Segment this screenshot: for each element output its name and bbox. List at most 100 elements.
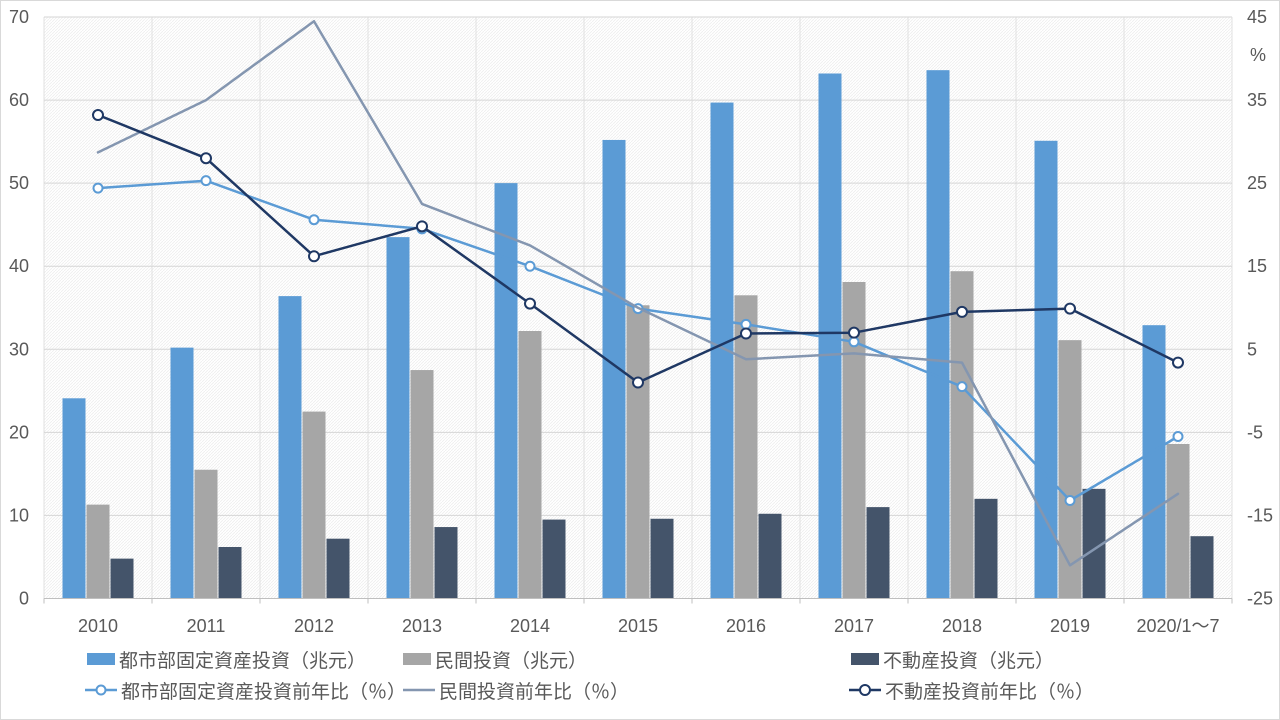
marker-series-2-cat-0 (92, 109, 104, 122)
bar-series-1-cat-6 (734, 295, 758, 599)
bar-series-0-cat-10 (1142, 325, 1166, 599)
marker-series-2-cat-10 (1172, 356, 1184, 369)
marker-series-2-cat-8 (956, 305, 968, 318)
bar-series-2-cat-10 (1190, 536, 1214, 599)
y-axis-right-tick-label: -25 (1247, 589, 1273, 609)
legend-swatch-real-estate-yoy-line (849, 684, 881, 696)
bar-series-1-cat-2 (302, 411, 326, 599)
legend-item-private-investment-yoy-line: 民間投資前年比（％） (403, 680, 629, 703)
y-axis-left-tick-label: 50 (9, 173, 29, 193)
legend-swatch-private-investment-yoy-line (403, 688, 435, 692)
marker-series-0-cat-9 (1064, 494, 1076, 506)
marker-series-2-cat-1 (200, 152, 212, 165)
x-axis-category-label: 2015 (618, 616, 658, 636)
y-axis-right-tick-label: 45 (1247, 7, 1267, 27)
bar-series-0-cat-7 (818, 73, 842, 599)
legend-item-urban-fai-bar: 都市部固定資産投資（兆元） (87, 649, 366, 672)
marker-series-2-cat-7 (848, 326, 860, 339)
bar-series-1-cat-4 (518, 331, 542, 599)
line-series-1 (96, 19, 1180, 567)
legend-label-urban-fai-yoy-line: 都市部固定資産投資前年比（％） (121, 681, 407, 703)
y-axis-right-unit-label: % (1250, 45, 1266, 65)
bar-series-0-cat-4 (494, 183, 518, 599)
marker-series-2-cat-6 (740, 327, 752, 340)
legend-swatch-real-estate-bar (851, 653, 879, 665)
y-axis-right-tick-label: -5 (1247, 422, 1263, 442)
bar-series-1-cat-3 (410, 370, 434, 599)
bar-series-1-cat-10 (1166, 443, 1190, 599)
y-axis-left-tick-label: 70 (9, 7, 29, 27)
legend-item-urban-fai-yoy-line: 都市部固定資産投資前年比（％） (85, 680, 406, 703)
marker-series-2-cat-2 (308, 250, 320, 263)
x-axis-category-label: 2010 (78, 616, 118, 636)
bar-series-2-cat-4 (542, 519, 566, 599)
y-axis-left-tick-label: 0 (19, 589, 29, 609)
bar-series-0-cat-9 (1034, 140, 1058, 599)
marker-series-0-cat-8 (956, 381, 968, 393)
bar-series-1-cat-8 (950, 271, 974, 599)
x-axis-category-label: 2012 (294, 616, 334, 636)
x-axis-category-label: 2017 (834, 616, 874, 636)
y-axis-right-tick-label: 35 (1247, 90, 1267, 110)
bar-series-0-cat-1 (170, 347, 194, 599)
x-axis-category-label: 2011 (187, 616, 226, 636)
y-axis-left-tick-label: 60 (9, 90, 29, 110)
legend-label-real-estate-bar: 不動産投資（兆元） (883, 650, 1055, 672)
bar-series-2-cat-3 (434, 527, 458, 599)
x-axis-category-label: 2019 (1050, 616, 1090, 636)
legend-item-real-estate-yoy-line: 不動産投資前年比（％） (849, 680, 1094, 703)
bar-series-0-cat-8 (926, 70, 950, 599)
x-axis-category-label: 2014 (510, 616, 550, 636)
legend-swatch-urban-fai-bar (87, 653, 115, 665)
bar-series-0-cat-5 (602, 139, 626, 599)
bar-series-0-cat-0 (62, 398, 86, 599)
y-axis-right-tick-label: -15 (1247, 505, 1273, 525)
marker-series-0-cat-10 (1172, 431, 1184, 443)
marker-series-2-cat-4 (524, 297, 536, 310)
y-axis-left-tick-label: 30 (9, 339, 29, 359)
legend-label-private-investment-bar: 民間投資（兆元） (435, 650, 588, 672)
legend-label-real-estate-yoy-line: 不動産投資前年比（％） (885, 681, 1095, 703)
x-axis-category-label: 2013 (402, 616, 442, 636)
marker-series-0-cat-4 (524, 260, 536, 272)
bar-series-0-cat-6 (710, 102, 734, 599)
legend-item-private-investment-bar: 民間投資（兆元） (403, 649, 587, 672)
marker-series-2-cat-5 (632, 376, 644, 389)
y-axis-left-tick-label: 20 (9, 422, 29, 442)
legend-swatch-private-investment-bar (403, 653, 431, 665)
marker-series-0-cat-0 (92, 182, 104, 194)
y-axis-left-tick-label: 10 (9, 505, 29, 525)
y-axis-right-tick-label: 25 (1247, 173, 1267, 193)
bar-series-2-cat-5 (650, 518, 674, 599)
bar-series-1-cat-1 (194, 469, 218, 599)
bar-series-2-cat-0 (110, 558, 134, 599)
marker-series-2-cat-3 (416, 220, 428, 233)
bar-series-2-cat-9 (1082, 488, 1106, 599)
bar-series-2-cat-7 (866, 507, 890, 599)
marker-series-0-cat-2 (308, 214, 320, 226)
bar-series-2-cat-6 (758, 513, 782, 599)
bar-series-2-cat-1 (218, 546, 242, 599)
y-axis-right-tick-label: 15 (1247, 256, 1267, 276)
bar-series-0-cat-2 (278, 296, 302, 599)
marker-series-0-cat-1 (200, 175, 212, 187)
bar-series-1-cat-5 (626, 305, 650, 599)
bar-series-1-cat-7 (842, 281, 866, 599)
legend-swatch-urban-fai-yoy-line (85, 684, 117, 696)
legend-item-real-estate-bar: 不動産投資（兆元） (851, 649, 1054, 672)
marker-series-2-cat-9 (1064, 302, 1076, 315)
bar-series-2-cat-8 (974, 498, 998, 599)
x-axis-category-label: 2020/1～7 (1136, 616, 1219, 636)
legend-label-private-investment-yoy-line: 民間投資前年比（％） (439, 681, 630, 703)
x-axis-category-label: 2016 (726, 616, 766, 636)
y-axis-right-tick-label: 5 (1247, 339, 1257, 359)
bar-series-1-cat-9 (1058, 340, 1082, 599)
x-axis-category-label: 2018 (942, 616, 982, 636)
legend-label-urban-fai-bar: 都市部固定資産投資（兆元） (119, 650, 367, 672)
bar-series-2-cat-2 (326, 538, 350, 599)
bar-series-0-cat-3 (386, 237, 410, 599)
y-axis-left-tick-label: 40 (9, 256, 29, 276)
bar-series-1-cat-0 (86, 504, 110, 599)
